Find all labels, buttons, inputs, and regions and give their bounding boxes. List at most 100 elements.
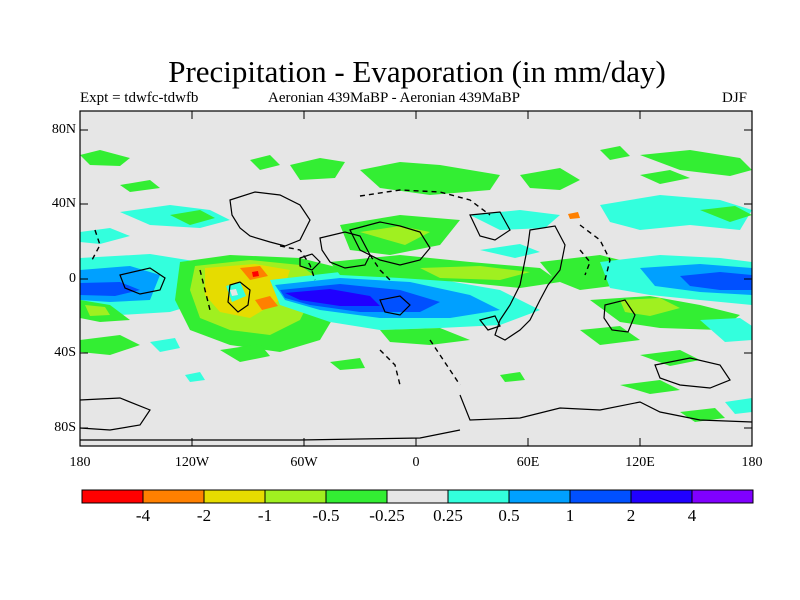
contour-patch	[725, 398, 752, 414]
colorbar-label: -1	[257, 506, 273, 525]
colorbar-swatch	[386, 489, 449, 504]
lat-label-40s: 40S	[54, 345, 76, 360]
coastline	[469, 211, 511, 241]
contour-patch	[600, 195, 752, 230]
coastline-dashed	[429, 339, 461, 386]
coastline	[379, 295, 411, 316]
map-plot-area	[80, 111, 752, 446]
coastline-dashed	[379, 349, 401, 386]
tick-marks	[80, 111, 752, 446]
contour-patch	[500, 372, 525, 382]
contour-patch	[700, 318, 752, 342]
lon-label-60e: 60E	[516, 455, 540, 470]
contour-patch	[600, 146, 630, 160]
colorbar-label: -0.5	[312, 506, 340, 525]
contour-patch	[120, 180, 160, 192]
contour-patch	[640, 350, 700, 366]
contour-patch	[220, 344, 270, 362]
colorbar-label: 0.5	[498, 506, 520, 525]
contour-patch	[80, 150, 130, 166]
colorbar-swatch	[264, 489, 327, 504]
coastline	[654, 357, 731, 389]
colorbar-swatch	[81, 489, 144, 504]
contour-patch	[170, 210, 215, 225]
contour-patch	[150, 338, 180, 352]
colorbar-swatch	[325, 489, 388, 504]
lat-label-80s: 80S	[54, 420, 76, 435]
coastline	[494, 225, 566, 341]
lat-label-0: 0	[69, 271, 76, 286]
contour-patch	[700, 206, 752, 222]
contour-patch	[620, 298, 680, 316]
chart-title: Precipitation - Evaporation (in mm/day)	[168, 54, 666, 89]
lat-label-40n: 40N	[51, 196, 76, 211]
lon-label-120w: 120W	[174, 455, 210, 470]
coastline	[459, 394, 752, 423]
period-label: Aeronian 439MaBP - Aeronian 439MaBP	[268, 90, 520, 106]
colorbar-label: 2	[626, 506, 636, 525]
season-label: DJF	[722, 90, 748, 106]
coastline-dashed	[279, 245, 316, 281]
coastline	[478, 315, 501, 331]
colorbar-swatch	[142, 489, 205, 504]
contour-patch	[80, 335, 140, 355]
coastline	[299, 253, 321, 271]
contour-patch	[470, 210, 560, 230]
coastline-dashed	[579, 224, 611, 281]
coastline	[319, 231, 371, 269]
lon-label-180w: 180	[69, 455, 91, 470]
colorbar-label: 0.25	[433, 506, 463, 525]
contour-patch	[80, 282, 140, 296]
colorbar-swatch	[447, 489, 510, 504]
contour-patch	[680, 272, 752, 290]
contour-patch	[420, 266, 530, 280]
contour-patch	[330, 358, 365, 370]
lon-label-120e: 120E	[625, 455, 655, 470]
coastlines	[80, 191, 752, 441]
experiment-label: Expt = tdwfc-tdwfb	[80, 90, 199, 106]
colorbar-swatch	[691, 489, 754, 504]
contour-patch	[252, 271, 259, 277]
contour-patch	[360, 226, 430, 245]
coastline	[80, 429, 461, 441]
contour-patch	[480, 244, 540, 258]
coastline	[603, 299, 636, 333]
lon-label-180e: 180	[741, 455, 763, 470]
coastline	[229, 191, 311, 247]
lon-label-0: 0	[412, 455, 420, 470]
colorbar-swatch	[203, 489, 266, 504]
colorbar-label: -0.25	[369, 506, 405, 525]
contour-patch	[185, 372, 205, 382]
contour-patch	[85, 305, 110, 316]
contour-patch	[580, 326, 640, 345]
colorbar-label: -2	[196, 506, 212, 525]
contour-patch	[640, 170, 690, 184]
colorbar-swatch	[569, 489, 632, 504]
contour-patch	[640, 150, 752, 176]
dashed-coastlines	[91, 189, 611, 386]
contour-patch	[568, 212, 580, 219]
contour-patch	[250, 155, 280, 170]
contour-patch	[285, 289, 380, 306]
contour-field	[80, 146, 752, 422]
colorbar-label: 4	[687, 506, 697, 525]
contour-patch	[380, 328, 470, 345]
colorbar-label: -4	[135, 506, 151, 525]
colorbar-swatch	[630, 489, 693, 504]
contour-patch	[290, 158, 345, 180]
coastline	[80, 397, 151, 431]
lat-label-80n: 80N	[51, 122, 76, 137]
contour-patch	[255, 296, 278, 310]
coastline	[227, 281, 251, 313]
contour-patch	[80, 228, 130, 244]
colorbar-swatch	[508, 489, 571, 504]
contour-patch	[520, 168, 580, 190]
colorbar	[81, 489, 754, 504]
coastline-dashed	[359, 189, 491, 216]
coastline-dashed	[199, 269, 211, 311]
contour-patch	[620, 380, 680, 394]
coastline	[119, 267, 166, 295]
lon-label-60w: 60W	[290, 455, 318, 470]
contour-patch	[360, 162, 500, 195]
